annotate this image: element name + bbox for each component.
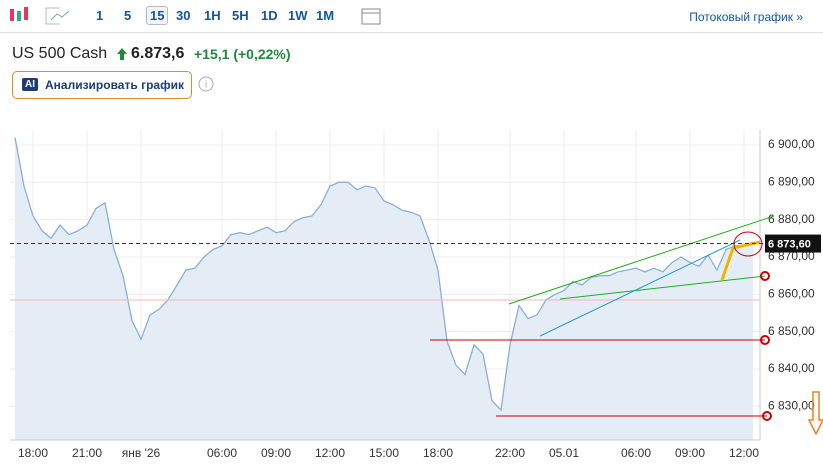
interval-button[interactable]: 1 bbox=[96, 8, 104, 23]
y-tick-label: 6 860,00 bbox=[768, 287, 815, 301]
instrument-name: US 500 Cash bbox=[12, 45, 108, 62]
ai-badge: AI bbox=[22, 78, 38, 91]
interval-button[interactable]: 1D bbox=[261, 8, 278, 23]
x-tick-label: 09:00 bbox=[675, 446, 705, 460]
y-tick-label: 6 870,00 bbox=[768, 249, 815, 263]
info-icon: i bbox=[198, 76, 214, 92]
x-tick-label: 18:00 bbox=[423, 446, 453, 460]
x-tick-label: 21:00 bbox=[72, 446, 102, 460]
drawing bbox=[807, 391, 823, 436]
y-tick-label: 6 830,00 bbox=[768, 399, 815, 413]
x-tick-label: 12:00 bbox=[315, 446, 345, 460]
chart-type-icons bbox=[10, 7, 60, 25]
x-tick-label: янв '26 bbox=[122, 446, 161, 460]
price-change: +15,1 (+0,22%) bbox=[194, 46, 291, 62]
interval-button[interactable]: 5H bbox=[232, 8, 249, 23]
drawing bbox=[720, 240, 761, 281]
x-tick-label: 18:00 bbox=[18, 446, 48, 460]
x-tick-label: 22:00 bbox=[495, 446, 525, 460]
interval-button[interactable]: 30 bbox=[176, 8, 191, 23]
interval-button[interactable]: 5 bbox=[124, 8, 132, 23]
svg-text:i: i bbox=[205, 80, 207, 91]
y-tick-label: 6 890,00 bbox=[768, 174, 815, 188]
area-fill bbox=[15, 137, 753, 440]
x-tick-label: 06:00 bbox=[207, 446, 237, 460]
toolbar: Потоковый график » 1 5 15 30 1H 5H 1D 1W 1M bbox=[0, 0, 823, 33]
interval-button[interactable]: 1W bbox=[288, 8, 308, 23]
analyze-button[interactable]: AI Анализировать график bbox=[12, 71, 192, 99]
last-price-box bbox=[765, 234, 821, 253]
interval-button[interactable]: 15 bbox=[146, 6, 169, 25]
y-tick-label: 6 900,00 bbox=[768, 137, 815, 151]
drawing bbox=[760, 271, 770, 281]
y-tick-label: 6 840,00 bbox=[768, 361, 815, 375]
drawing bbox=[508, 215, 775, 305]
x-tick-label: 15:00 bbox=[369, 446, 399, 460]
interval-button[interactable]: 1M bbox=[316, 8, 335, 23]
interval-button[interactable]: 1H bbox=[204, 8, 221, 23]
y-tick-label: 6 850,00 bbox=[768, 324, 815, 338]
price: 6.873,6 bbox=[131, 45, 185, 62]
analyze-label: Анализировать график bbox=[45, 78, 184, 92]
drawing bbox=[762, 411, 772, 421]
toolbar-icons bbox=[50, 8, 381, 25]
stream-link[interactable]: Потоковый график » bbox=[689, 10, 803, 24]
drawing bbox=[760, 335, 770, 345]
price-line bbox=[14, 137, 754, 412]
y-tick-label: 6 880,00 bbox=[768, 212, 815, 226]
drawing bbox=[559, 275, 766, 300]
x-tick-label: 06:00 bbox=[621, 446, 651, 460]
x-tick-label: 05.01 bbox=[549, 446, 579, 460]
drawing bbox=[539, 239, 741, 337]
last-price-label: 6 873,60 bbox=[768, 238, 811, 250]
x-tick-label: 09:00 bbox=[261, 446, 291, 460]
x-tick-label: 12:00 bbox=[729, 446, 759, 460]
up-arrow bbox=[117, 48, 127, 60]
